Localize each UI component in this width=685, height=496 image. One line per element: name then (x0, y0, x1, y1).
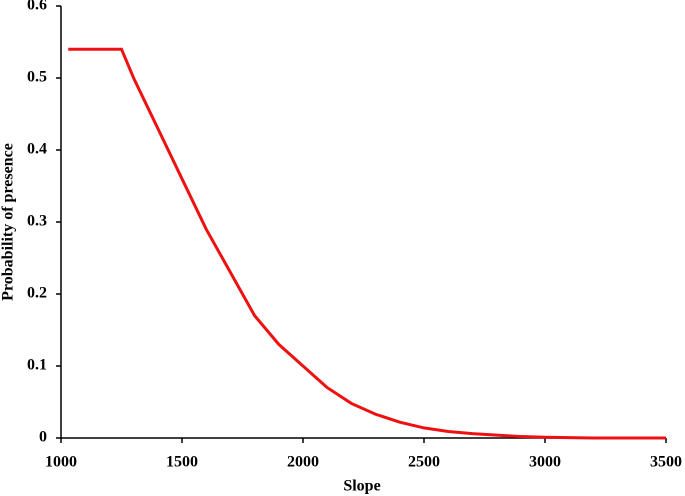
x-tick-label: 1000 (45, 454, 77, 471)
y-tick-label: 0 (39, 429, 47, 446)
line (68, 47, 666, 440)
x-tick-label: 3000 (529, 454, 561, 471)
x-tick-label: 2500 (408, 454, 440, 471)
y-axis-label: Probability of presence (0, 143, 17, 301)
y-tick-label: 0.1 (27, 357, 47, 374)
y-tick-label: 0.3 (27, 213, 47, 230)
x-tick-label: 1500 (166, 454, 198, 471)
y-tick-label: 0.5 (27, 69, 47, 86)
y-tick-label: 0.4 (27, 141, 47, 158)
x-axis-label: Slope (343, 478, 380, 495)
y-tick-label: 0.2 (27, 285, 47, 302)
x-tick-label: 3500 (650, 454, 682, 471)
y-tick-label: 0.6 (27, 0, 47, 14)
x-tick-label: 2000 (287, 454, 319, 471)
